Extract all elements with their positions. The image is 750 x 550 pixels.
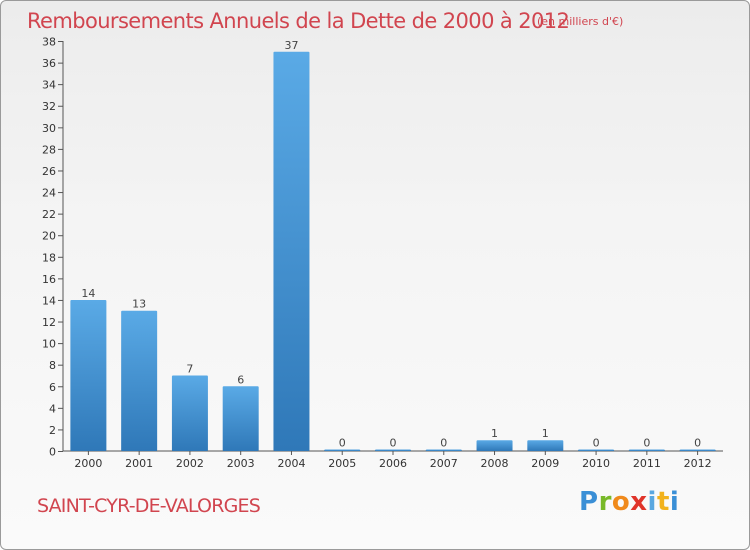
bar-2009 bbox=[527, 440, 564, 451]
y-tick-label: 22 bbox=[42, 208, 56, 221]
y-tick-label: 36 bbox=[42, 57, 56, 70]
x-axis: 2000 2001 2002 2003 2004 2005 2006 2007 2008 2009… bbox=[63, 450, 723, 470]
bar-2001 bbox=[121, 310, 158, 451]
x-tick-label: 2006 bbox=[379, 457, 407, 470]
logo-letter: t bbox=[656, 487, 670, 517]
logo-letter: x bbox=[630, 487, 648, 517]
y-tick-label: 12 bbox=[42, 316, 56, 329]
bar-2008 bbox=[476, 440, 513, 451]
data-label-2009: 1 bbox=[542, 427, 549, 440]
bar-2005 bbox=[324, 449, 361, 451]
bar-2004 bbox=[273, 51, 310, 451]
y-tick-label: 4 bbox=[49, 402, 56, 415]
bar-2000 bbox=[70, 299, 107, 451]
data-label-2006: 0 bbox=[390, 437, 397, 450]
bar-2011 bbox=[628, 449, 665, 451]
data-label-2000: 14 bbox=[81, 287, 95, 300]
x-tick-label: 2002 bbox=[176, 457, 204, 470]
data-label-2003: 6 bbox=[237, 373, 244, 386]
bar-2007 bbox=[425, 449, 462, 451]
y-tick-label: 26 bbox=[42, 165, 56, 178]
y-tick-label: 28 bbox=[42, 143, 56, 156]
y-tick-label: 8 bbox=[49, 359, 56, 372]
bar-2002 bbox=[171, 375, 208, 451]
x-tick-label: 2001 bbox=[125, 457, 153, 470]
data-label-2005: 0 bbox=[339, 437, 346, 450]
data-label-2011: 0 bbox=[643, 437, 650, 450]
x-tick-label: 2011 bbox=[633, 457, 661, 470]
logo-letter: i bbox=[669, 487, 680, 517]
y-tick-label: 30 bbox=[42, 122, 56, 135]
bar-2012 bbox=[679, 449, 716, 451]
bar-2006 bbox=[375, 449, 411, 451]
y-tick-label: 6 bbox=[49, 381, 56, 394]
data-label-2004: 37 bbox=[284, 39, 298, 52]
logo-letter: P bbox=[579, 487, 599, 517]
x-tick-label: 2005 bbox=[328, 457, 356, 470]
commune-name: SAINT-CYR-DE-VALORGES bbox=[37, 495, 261, 517]
y-tick-label: 16 bbox=[42, 273, 56, 286]
bar-2003 bbox=[222, 386, 259, 451]
data-label-2008: 1 bbox=[491, 427, 498, 440]
x-tick-label: 2003 bbox=[227, 457, 255, 470]
y-tick-label: 24 bbox=[42, 187, 56, 200]
data-label-2001: 13 bbox=[132, 298, 146, 311]
logo-letter: o bbox=[611, 487, 631, 517]
y-tick-label: 38 bbox=[42, 36, 56, 49]
x-tick-label: 2010 bbox=[582, 457, 610, 470]
y-tick-label: 14 bbox=[42, 294, 56, 307]
y-tick-label: 18 bbox=[42, 251, 56, 264]
chart-subtitle: (en milliers d'€) bbox=[537, 15, 624, 28]
logo-letter: i bbox=[647, 487, 657, 517]
data-label-2012: 0 bbox=[694, 437, 701, 450]
proxiti-logo[interactable]: Proxiti bbox=[579, 487, 679, 517]
x-tick-label: 2008 bbox=[481, 457, 509, 470]
y-tick-label: 20 bbox=[42, 230, 56, 243]
x-tick-label: 2007 bbox=[430, 457, 458, 470]
x-tick-label: 2009 bbox=[531, 457, 559, 470]
chart-title: Remboursements Annuels de la Dette de 20… bbox=[27, 9, 570, 33]
y-tick-label: 2 bbox=[49, 424, 56, 437]
logo-letter: r bbox=[598, 487, 612, 517]
y-tick-label: 0 bbox=[49, 446, 56, 459]
y-tick-label: 10 bbox=[42, 338, 56, 351]
y-tick-label: 32 bbox=[42, 100, 56, 113]
bar-2010 bbox=[578, 449, 615, 451]
x-tick-label: 2004 bbox=[277, 457, 305, 470]
y-tick-label: 34 bbox=[42, 79, 56, 92]
data-label-2002: 7 bbox=[186, 362, 193, 375]
x-tick-label: 2000 bbox=[74, 457, 102, 470]
data-label-2010: 0 bbox=[593, 437, 600, 450]
data-label-2007: 0 bbox=[440, 437, 447, 450]
x-tick-label: 2012 bbox=[684, 457, 712, 470]
data-labels: 14 13 7 6 37 0 0 0 1 1 0 0 0 bbox=[81, 39, 701, 450]
bars bbox=[70, 51, 716, 451]
